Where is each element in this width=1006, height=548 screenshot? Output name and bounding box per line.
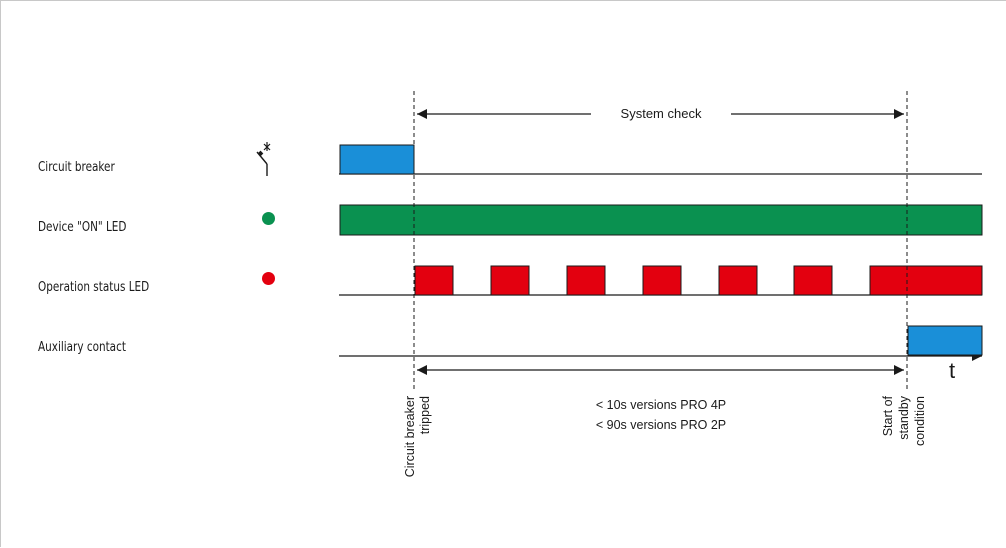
standby-line-1: Start of	[881, 395, 895, 436]
label-operation-status-led: Operation status LED	[38, 279, 150, 295]
operation-status-pulses	[414, 265, 983, 296]
auxiliary-contact-block	[907, 325, 983, 356]
label-device-on-led: Device "ON" LED	[38, 219, 127, 235]
red-steady-block	[869, 265, 983, 296]
standby-marker-label: Start of standby condition	[881, 395, 927, 446]
device-on-led-bar	[339, 204, 983, 236]
circuit-breaker-switch-icon	[256, 142, 271, 176]
label-circuit-breaker: Circuit breaker	[38, 159, 115, 175]
standby-line-3: condition	[913, 396, 927, 446]
red-pulse	[490, 265, 530, 296]
red-pulse	[642, 265, 682, 296]
red-pulse	[414, 265, 454, 296]
system-check-label: System check	[621, 106, 702, 121]
red-dot-icon	[262, 272, 275, 285]
circuit-breaker-on-block	[339, 144, 415, 175]
red-pulse	[793, 265, 833, 296]
green-dot-icon	[262, 212, 275, 225]
duration-line-1: < 10s versions PRO 4P	[596, 398, 726, 412]
red-pulse	[718, 265, 758, 296]
label-auxiliary-contact: Auxiliary contact	[38, 339, 126, 355]
tripped-line-1: Circuit breaker	[403, 396, 417, 477]
red-pulse	[566, 265, 606, 296]
tripped-marker-label: Circuit breaker tripped	[403, 396, 432, 477]
time-axis-label: t	[949, 358, 955, 383]
duration-line-2: < 90s versions PRO 2P	[596, 418, 726, 432]
standby-line-2: standby	[897, 395, 911, 440]
tripped-line-2: tripped	[418, 396, 432, 434]
